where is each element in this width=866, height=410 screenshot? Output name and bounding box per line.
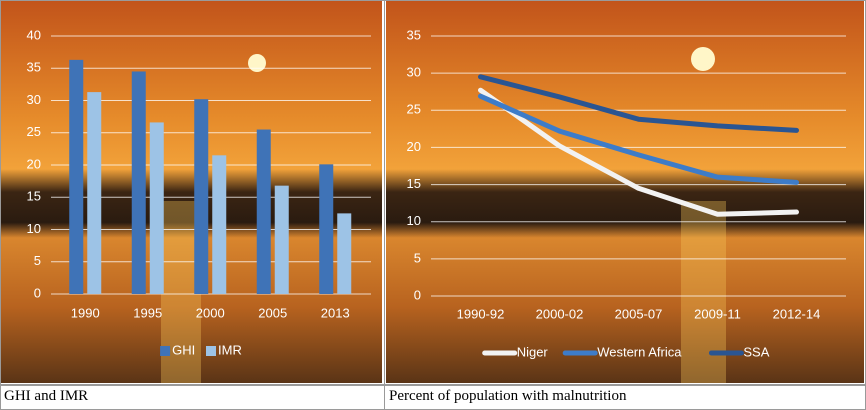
y-tick-label: 10 <box>407 213 421 228</box>
x-tick-label: 2000 <box>196 305 225 320</box>
x-tick-label: 2013 <box>321 305 350 320</box>
bar <box>131 71 146 294</box>
y-tick-label: 30 <box>407 65 421 80</box>
y-tick-label: 30 <box>27 92 41 107</box>
legend-swatch <box>160 346 171 356</box>
sun <box>691 47 715 71</box>
y-tick-label: 40 <box>27 27 41 42</box>
bar <box>319 164 334 294</box>
x-tick-label: 2000-02 <box>536 306 584 321</box>
chart: 0 5 10 15 20 25 30 35 1990-92 2000-02 2005-07 2009-… <box>386 1 864 383</box>
y-tick-label: 25 <box>407 102 421 117</box>
legend-label: GHI <box>172 342 195 357</box>
caption: GHI and IMR <box>4 388 89 404</box>
bar <box>149 122 164 295</box>
line <box>478 87 799 217</box>
line <box>478 93 799 185</box>
y-tick-label: 0 <box>34 285 41 300</box>
y-tick-label: 35 <box>407 27 421 42</box>
bar <box>256 129 271 294</box>
y-tick-label: 35 <box>27 60 41 75</box>
bar <box>337 213 352 294</box>
reflection <box>681 201 726 383</box>
legend-label: Niger <box>517 344 549 359</box>
legend-label: IMR <box>218 342 242 357</box>
legend-label: SSA <box>743 344 769 359</box>
legend-swatch <box>206 346 216 356</box>
bar <box>69 59 84 294</box>
y-tick-label: 5 <box>34 253 41 268</box>
caption: Percent of population with malnutrition <box>389 388 627 404</box>
y-tick-label: 15 <box>407 176 421 191</box>
x-tick-label: 2005 <box>258 305 287 320</box>
legend-label: Western Africa <box>597 344 682 359</box>
background <box>1 1 382 383</box>
line <box>478 74 799 133</box>
y-tick-label: 0 <box>414 287 421 302</box>
x-tick-label: 2005-07 <box>615 306 663 321</box>
bar <box>212 155 227 294</box>
x-tick-label: 1990 <box>71 305 100 320</box>
bar <box>87 92 102 295</box>
sun <box>248 54 266 72</box>
y-tick-label: 10 <box>27 221 41 236</box>
x-tick-label: 1995 <box>133 305 162 320</box>
y-tick-label: 20 <box>27 156 41 171</box>
bar <box>194 99 209 295</box>
x-tick-label: 2012-14 <box>773 306 821 321</box>
y-tick-label: 20 <box>407 139 421 154</box>
y-tick-label: 5 <box>414 250 421 265</box>
background <box>386 1 864 383</box>
y-tick-label: 15 <box>27 189 41 204</box>
y-tick-label: 25 <box>27 124 41 139</box>
row-divider <box>0 384 866 386</box>
x-tick-label: 1990-92 <box>457 306 505 321</box>
bar <box>274 185 289 294</box>
x-tick-label: 2009-11 <box>694 306 741 321</box>
chart: 0 5 10 15 20 25 30 35 40 1990 1995 2000 2005 2013 GHI I… <box>1 1 382 383</box>
